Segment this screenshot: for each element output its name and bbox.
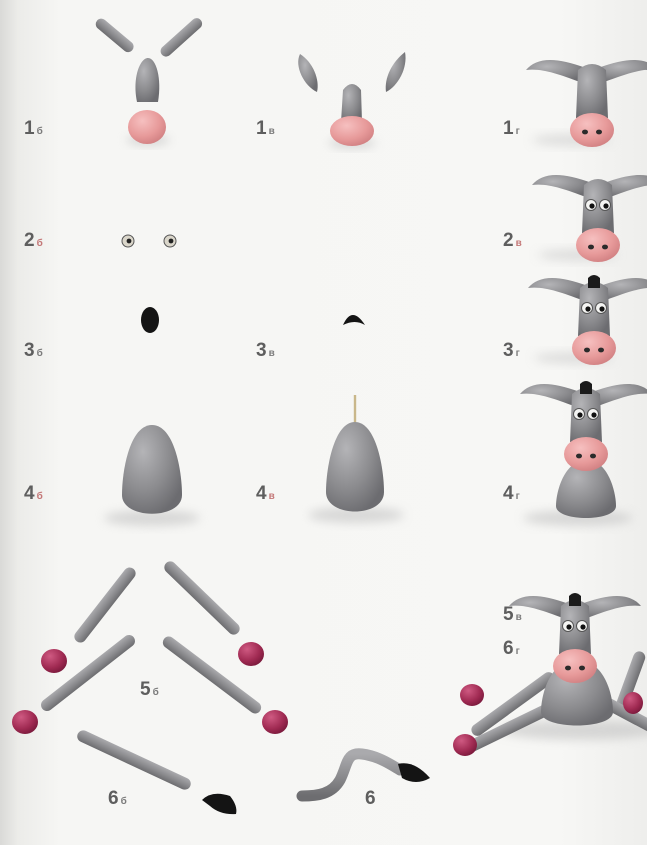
step-letter: б bbox=[36, 238, 43, 249]
step-number: 5 bbox=[140, 679, 151, 700]
step-number: 3 bbox=[503, 340, 514, 361]
step-1b-parts bbox=[95, 18, 203, 145]
step-3v-hat bbox=[343, 315, 365, 325]
step-2g-head bbox=[532, 174, 647, 262]
step-letter: г bbox=[515, 491, 520, 502]
step-3b-hat-ball bbox=[141, 307, 159, 333]
step-number: 5 bbox=[503, 604, 514, 625]
step-letter: б bbox=[120, 796, 127, 807]
step-number: 6 bbox=[108, 788, 119, 809]
step-letter: б bbox=[36, 126, 43, 137]
step-letter: г bbox=[515, 348, 520, 359]
step-letter: г bbox=[515, 646, 520, 657]
step-label-6: 6 bbox=[365, 788, 376, 810]
step-number: 4 bbox=[256, 483, 267, 504]
step-5b-legs bbox=[12, 561, 288, 734]
step-4g-donkey bbox=[520, 381, 647, 526]
step-number: 6 bbox=[365, 788, 376, 809]
step-letter: б bbox=[152, 687, 159, 698]
step-letter: в bbox=[515, 238, 522, 249]
step-letter: в bbox=[268, 348, 275, 359]
step-number: 1 bbox=[503, 118, 514, 139]
step-number: 6 bbox=[503, 638, 514, 659]
step-number: 2 bbox=[24, 230, 35, 251]
step-letter: б bbox=[36, 348, 43, 359]
step-letter: в bbox=[515, 612, 522, 623]
step-number: 4 bbox=[503, 483, 514, 504]
step-letter: в bbox=[268, 126, 275, 137]
step-number: 2 bbox=[503, 230, 514, 251]
step-number: 1 bbox=[256, 118, 267, 139]
step-6-tail bbox=[296, 748, 430, 802]
step-number: 3 bbox=[256, 340, 267, 361]
step-letter: г bbox=[515, 126, 520, 137]
step-5v-6g-final-donkey bbox=[453, 593, 647, 756]
step-3g-head bbox=[528, 275, 647, 365]
step-1g-head bbox=[526, 59, 647, 147]
step-letter: в bbox=[268, 491, 275, 502]
step-4v-body-toothpick bbox=[308, 395, 404, 523]
step-4b-body bbox=[104, 425, 200, 526]
step-number: 1 bbox=[24, 118, 35, 139]
step-number: 3 bbox=[24, 340, 35, 361]
step-number: 4 bbox=[24, 483, 35, 504]
step-2b-eyes bbox=[121, 234, 177, 248]
step-1v-parts bbox=[298, 52, 406, 148]
step-6b-tail-parts bbox=[77, 730, 237, 815]
step-letter: б bbox=[36, 491, 43, 502]
